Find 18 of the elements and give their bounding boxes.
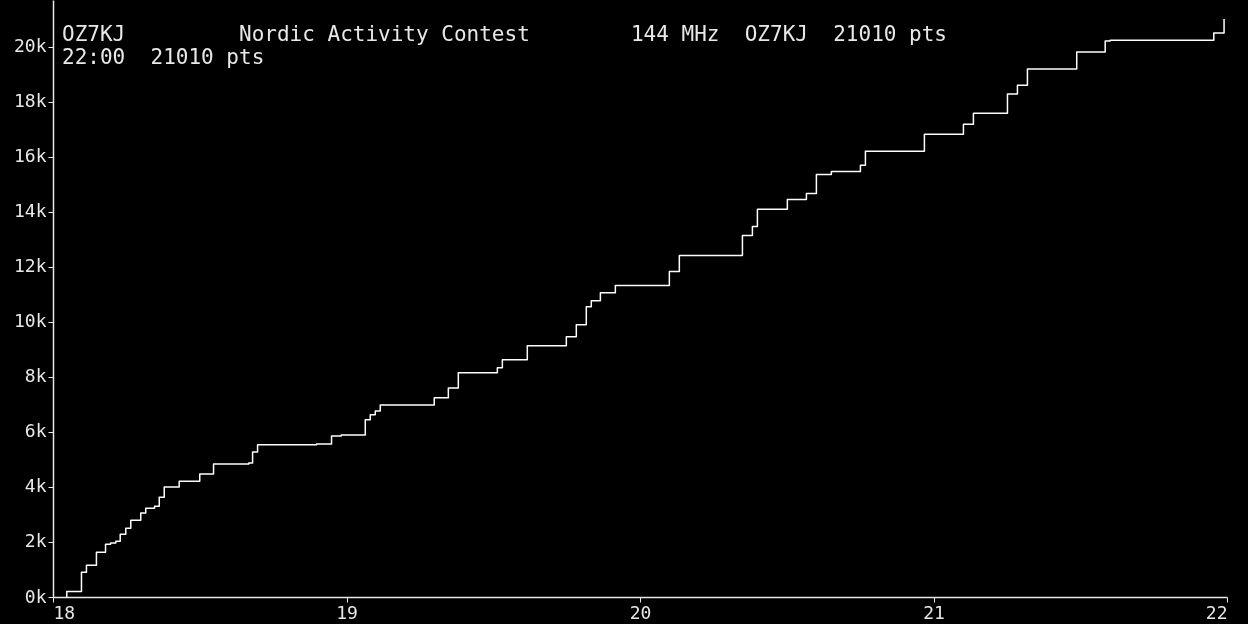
text: 22:00 21010 pts	[62, 45, 265, 69]
y-tick-label: 20k	[13, 35, 47, 57]
x-tick-label: 20	[629, 601, 652, 623]
text: OZ7KJ Nordic Activity Contest 144 MHz OZ7KJ 21010 pts	[62, 22, 948, 46]
y-tick-label: 4k	[24, 475, 47, 497]
y-tick-label: 2k	[24, 530, 47, 552]
x-tick-label: 22	[1205, 601, 1228, 623]
y-tick-label: 0k	[24, 585, 47, 607]
y-tick-label: 8k	[24, 365, 47, 387]
x-tick-label: 21	[923, 601, 945, 623]
x-tick-label: 18	[53, 601, 76, 623]
y-tick-label: 18k	[13, 90, 47, 112]
y-tick-label: 6k	[24, 420, 47, 442]
y-tick-label: 10k	[13, 310, 47, 332]
y-tick-label: 16k	[13, 145, 47, 167]
y-tick-label: 14k	[13, 200, 47, 222]
x-tick-label: 19	[336, 601, 358, 623]
y-tick-label: 12k	[13, 255, 47, 277]
